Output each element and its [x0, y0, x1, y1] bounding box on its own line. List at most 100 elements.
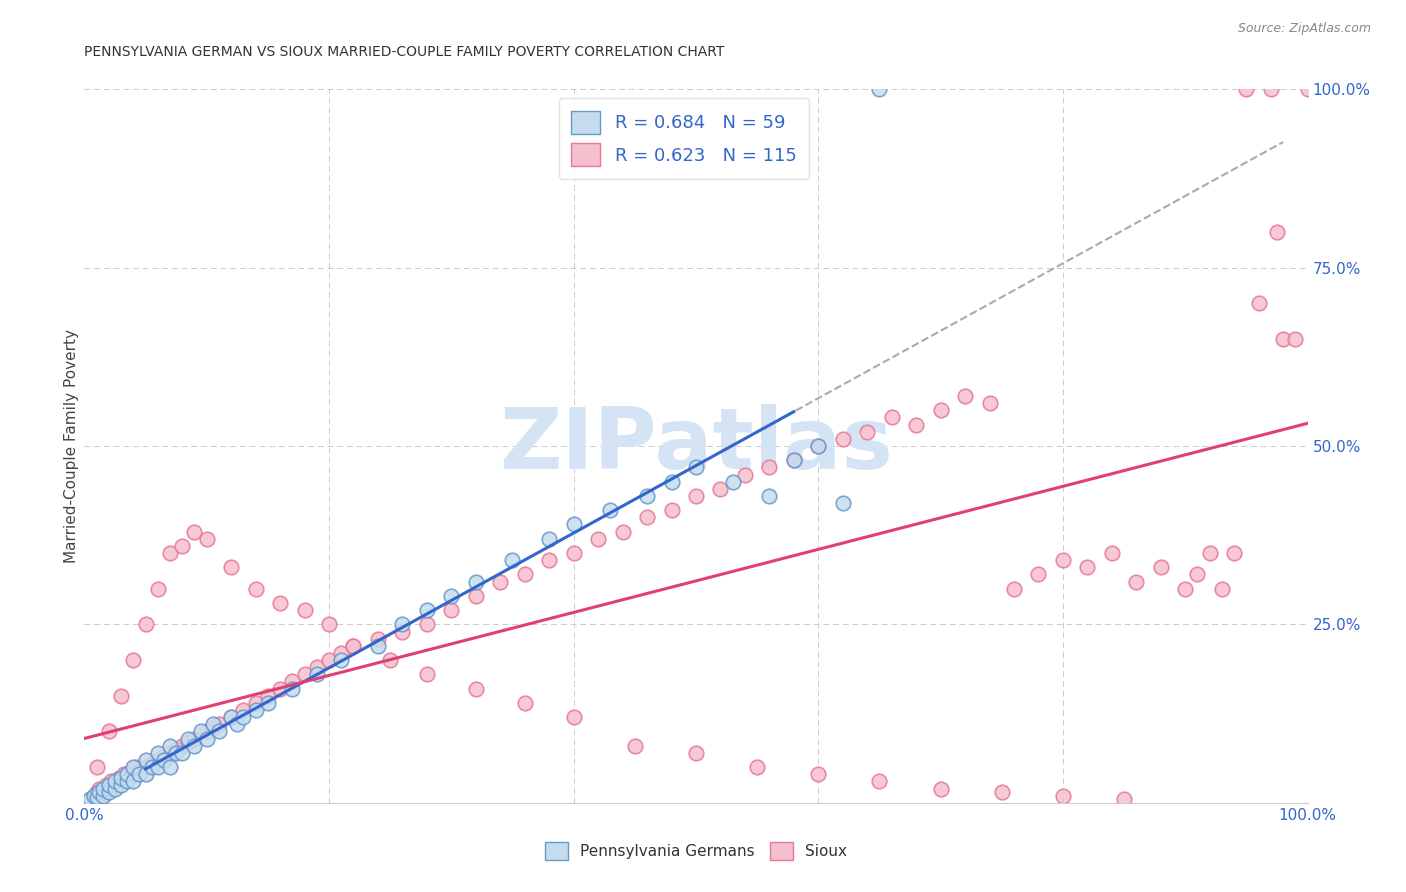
Point: [112, 767, 135, 781]
Point: [146, 746, 169, 760]
Point: [87, 781, 110, 796]
Point: [1150, 560, 1173, 574]
Point: [195, 724, 218, 739]
Point: [195, 532, 218, 546]
Point: [100, 774, 122, 789]
Point: [183, 739, 205, 753]
Point: [146, 582, 169, 596]
Point: [807, 439, 830, 453]
Point: [91, 789, 114, 803]
Point: [1265, 225, 1288, 239]
Point: [305, 660, 328, 674]
Point: [953, 389, 976, 403]
Point: [758, 489, 780, 503]
Point: [177, 731, 200, 746]
Point: [159, 546, 181, 560]
Point: [79, 792, 101, 806]
Point: [880, 410, 903, 425]
Point: [440, 603, 463, 617]
Point: [83, 789, 105, 803]
Point: [991, 785, 1014, 799]
Point: [269, 596, 291, 610]
Point: [440, 589, 463, 603]
Point: [135, 767, 157, 781]
Point: [172, 746, 194, 760]
Point: [141, 760, 163, 774]
Point: [636, 489, 658, 503]
Point: [245, 582, 267, 596]
Point: [122, 767, 145, 781]
Point: [416, 667, 439, 681]
Point: [1198, 546, 1220, 560]
Point: [294, 603, 316, 617]
Point: [416, 617, 439, 632]
Point: [416, 603, 439, 617]
Point: [122, 774, 145, 789]
Point: [104, 781, 127, 796]
Point: [115, 771, 138, 785]
Point: [1284, 332, 1306, 346]
Point: [869, 82, 891, 96]
Point: [159, 746, 181, 760]
Point: [929, 781, 952, 796]
Point: [146, 760, 169, 774]
Point: [342, 639, 364, 653]
Point: [758, 460, 780, 475]
Point: [929, 403, 952, 417]
Point: [269, 681, 291, 696]
Point: [1223, 546, 1246, 560]
Point: [294, 667, 316, 681]
Point: [1260, 82, 1282, 96]
Point: [489, 574, 512, 589]
Point: [183, 524, 205, 539]
Point: [562, 710, 585, 724]
Point: [1187, 567, 1209, 582]
Point: [115, 774, 138, 789]
Point: [110, 689, 132, 703]
Point: [97, 781, 120, 796]
Point: [1101, 546, 1123, 560]
Point: [1211, 582, 1233, 596]
Point: [464, 589, 486, 603]
Point: [856, 425, 879, 439]
Point: [305, 667, 328, 681]
Point: [122, 760, 145, 774]
Point: [586, 532, 609, 546]
Point: [807, 767, 830, 781]
Point: [86, 760, 108, 774]
Point: [115, 767, 138, 781]
Point: [685, 460, 707, 475]
Point: [153, 753, 176, 767]
Point: [502, 553, 524, 567]
Point: [104, 774, 127, 789]
Point: [172, 539, 194, 553]
Point: [97, 785, 120, 799]
Point: [464, 574, 486, 589]
Point: [1296, 82, 1319, 96]
Point: [245, 703, 267, 717]
Point: [135, 753, 157, 767]
Point: [513, 696, 536, 710]
Point: [208, 717, 231, 731]
Point: [153, 749, 176, 764]
Point: [159, 739, 181, 753]
Point: [104, 778, 127, 792]
Point: [562, 546, 585, 560]
Text: ZIPatlas: ZIPatlas: [499, 404, 893, 488]
Point: [219, 560, 242, 574]
Point: [1236, 82, 1258, 96]
Point: [1028, 567, 1050, 582]
Point: [661, 503, 683, 517]
Point: [685, 489, 707, 503]
Point: [135, 617, 157, 632]
Point: [1076, 560, 1098, 574]
Point: [165, 746, 187, 760]
Point: [513, 567, 536, 582]
Point: [110, 778, 132, 792]
Point: [318, 653, 340, 667]
Point: [97, 724, 120, 739]
Point: [257, 689, 280, 703]
Point: [110, 774, 132, 789]
Point: [208, 724, 231, 739]
Point: [367, 632, 389, 646]
